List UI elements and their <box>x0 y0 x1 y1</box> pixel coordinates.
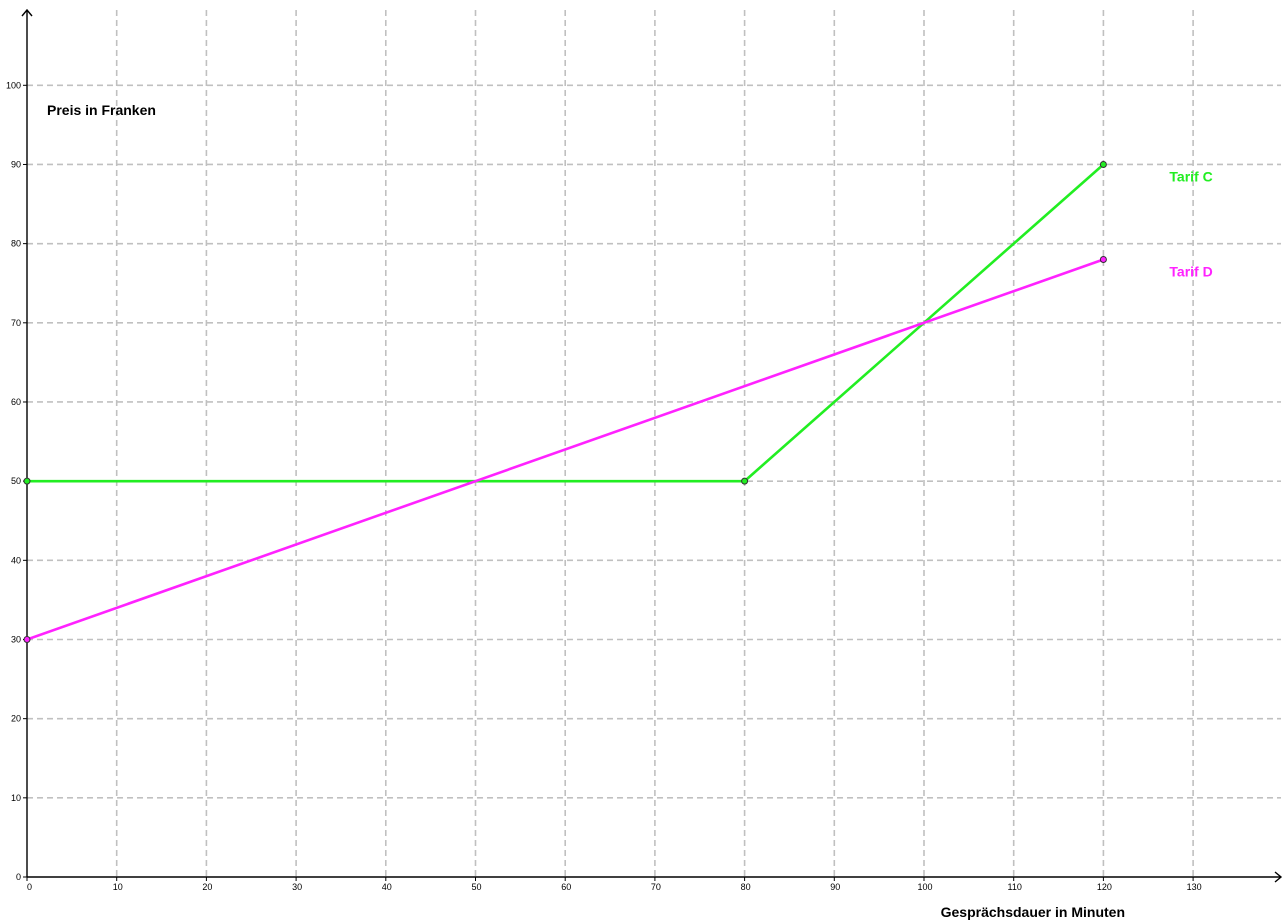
y-axis-arrow-icon <box>21 8 33 17</box>
y-tick-label: 40 <box>11 555 21 565</box>
data-point <box>741 477 749 485</box>
x-axis-title: Gesprächsdauer in Minuten <box>941 904 1125 920</box>
x-tick-label: 40 <box>382 882 392 892</box>
y-tick-label: 50 <box>11 476 21 486</box>
data-point <box>1099 160 1107 168</box>
y-tick-label: 100 <box>6 80 21 90</box>
x-tick-label: 120 <box>1097 882 1112 892</box>
x-tick-label: 60 <box>561 882 571 892</box>
x-tick-label: 90 <box>830 882 840 892</box>
data-point <box>1099 255 1107 263</box>
y-tick-label: 80 <box>11 239 21 249</box>
y-tick-label: 90 <box>11 159 21 169</box>
series-tarif-d: Tarif D <box>23 255 1213 643</box>
y-tick-label: 0 <box>16 872 21 882</box>
y-tick-label: 70 <box>11 318 21 328</box>
y-tick-label: 10 <box>11 793 21 803</box>
x-tick-label: 50 <box>471 882 481 892</box>
y-tick-label: 20 <box>11 714 21 724</box>
axes <box>21 8 1283 883</box>
x-tick-label: 0 <box>27 882 32 892</box>
x-tick-label: 130 <box>1187 882 1202 892</box>
tick-labels: 0 10 20 30 40 50 60 70 80 90 100 110 120 130 0 10 20 30 40… <box>6 80 1202 892</box>
x-tick-label: 30 <box>292 882 302 892</box>
series-line <box>26 258 1104 641</box>
x-tick-label: 80 <box>741 882 751 892</box>
data-point <box>23 635 31 643</box>
y-axis-title: Preis in Franken <box>47 102 156 118</box>
x-axis-arrow-icon <box>1274 871 1283 883</box>
grid <box>27 10 1281 877</box>
series-tarif-c: Tarif C <box>23 160 1213 485</box>
y-tick-label: 60 <box>11 397 21 407</box>
x-tick-label: 10 <box>113 882 123 892</box>
series-label: Tarif C <box>1169 168 1212 184</box>
data-point <box>23 477 31 485</box>
x-tick-label: 20 <box>202 882 212 892</box>
series: Tarif C Tarif D <box>23 160 1213 643</box>
series-label: Tarif D <box>1169 263 1212 279</box>
x-tick-label: 110 <box>1008 882 1022 892</box>
y-tick-label: 30 <box>11 634 21 644</box>
x-tick-label: 100 <box>917 882 932 892</box>
x-tick-label: 70 <box>651 882 661 892</box>
